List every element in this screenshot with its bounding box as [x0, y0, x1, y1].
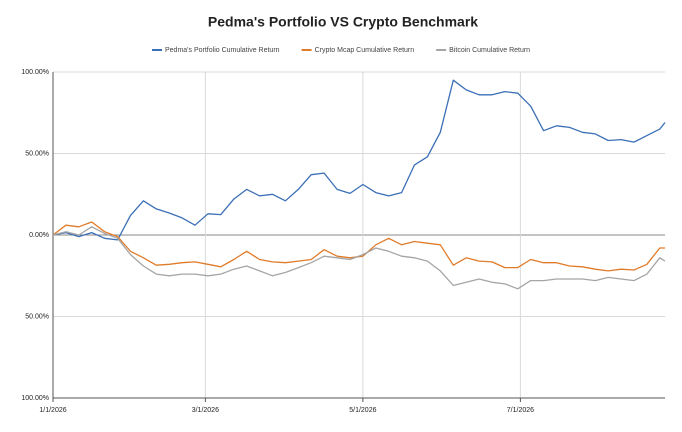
series-line	[52, 226, 666, 290]
y-tick-label: 100.00%	[21, 395, 49, 402]
legend-label: Crypto Mcap Cumulative Return	[315, 47, 415, 54]
y-tick-label: 50.00%	[25, 313, 49, 320]
chart-title: Pedma's Portfolio VS Crypto Benchmark	[208, 14, 478, 30]
x-tick-label: 7/1/2026	[507, 407, 534, 414]
series-line	[52, 79, 666, 241]
x-tick-label: 1/1/2026	[39, 407, 66, 414]
y-tick-label: 0.00%	[29, 232, 49, 239]
series-line	[52, 221, 665, 272]
x-tick-label: 3/1/2026	[192, 407, 219, 414]
y-tick-label: 50.00%	[25, 150, 49, 157]
y-tick-label: 100.00%	[21, 69, 49, 76]
legend-label: Bitcoin Cumulative Return	[449, 47, 530, 54]
legend-label: Pedma's Portfolio Cumulative Return	[165, 47, 280, 54]
x-tick-label: 5/1/2026	[349, 407, 376, 414]
